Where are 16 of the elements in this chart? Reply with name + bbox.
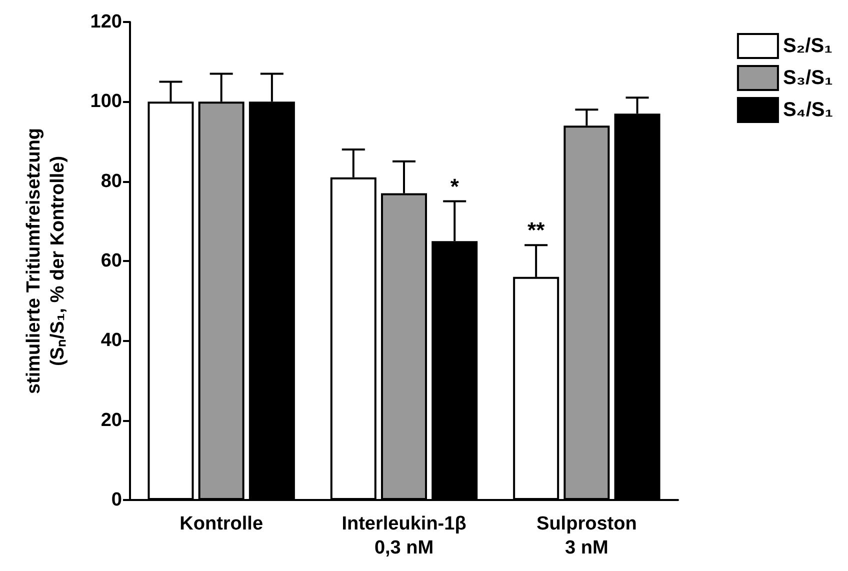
y-tick-label: 100 bbox=[90, 91, 122, 112]
data-label: ** bbox=[528, 218, 546, 243]
y-tick-label: 40 bbox=[100, 330, 122, 352]
x-tick-label: Kontrolle bbox=[180, 514, 264, 534]
legend-label: S₂/S₁ bbox=[782, 35, 832, 57]
legend-label: S₄/S₁ bbox=[782, 99, 834, 121]
y-tick-label: 20 bbox=[100, 410, 122, 431]
y-tick-label: 120 bbox=[90, 12, 122, 32]
data-label: * bbox=[450, 174, 460, 199]
x-tick-label: Interleukin-1β 0,3 nM bbox=[342, 514, 466, 558]
y-axis-title: stimulierte Tritiumfreisetzung (Sₙ/S₁, % der Kontrolle) bbox=[24, 128, 68, 394]
x-tick-label: Sulproston 3 nM bbox=[536, 514, 637, 558]
y-tick-label: 60 bbox=[100, 250, 122, 272]
y-tick-label: 80 bbox=[100, 170, 122, 192]
legend-label: S₃/S₁ bbox=[782, 67, 833, 89]
y-tick-label: 0 bbox=[111, 490, 122, 510]
